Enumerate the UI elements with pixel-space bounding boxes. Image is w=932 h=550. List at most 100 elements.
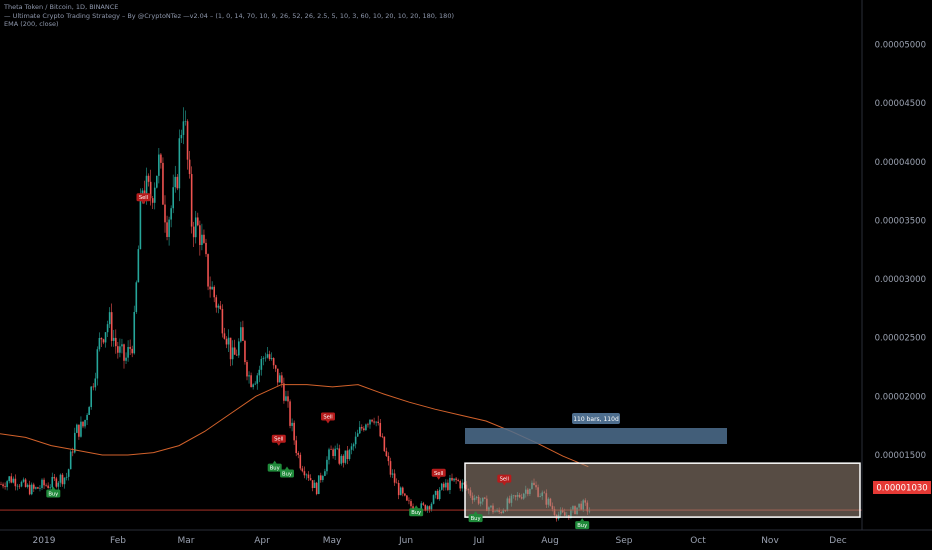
signal-label: Sell bbox=[434, 471, 443, 477]
candle-body bbox=[244, 340, 246, 363]
candle-body bbox=[233, 347, 236, 355]
candle-body bbox=[156, 175, 158, 188]
candle-body bbox=[49, 487, 51, 489]
candle-body bbox=[96, 349, 99, 379]
candle-body bbox=[358, 427, 361, 434]
candle-body bbox=[129, 346, 131, 349]
signal-badge bbox=[46, 489, 61, 498]
candle-body bbox=[422, 503, 425, 505]
candle-body bbox=[293, 422, 295, 441]
candle-body bbox=[297, 453, 300, 455]
price-axis-bg bbox=[862, 0, 932, 550]
x-tick-label: Sep bbox=[616, 536, 633, 546]
candle-body bbox=[420, 503, 423, 512]
x-tick-label: Aug bbox=[541, 536, 559, 546]
buy-signal: Buy bbox=[468, 511, 483, 523]
y-tick-label: 0.00004000 bbox=[875, 158, 926, 168]
candle-body bbox=[203, 234, 205, 243]
candle-body bbox=[35, 487, 37, 489]
candle-body bbox=[352, 444, 355, 447]
candle-body bbox=[80, 421, 82, 437]
buy-signal: Buy bbox=[267, 460, 282, 472]
candle-body bbox=[235, 354, 238, 356]
date-range-box[interactable] bbox=[464, 462, 861, 518]
candle-body bbox=[379, 422, 382, 437]
candle-body bbox=[281, 375, 283, 384]
candle-body bbox=[268, 354, 271, 360]
candle-body bbox=[248, 375, 250, 377]
signal-badge bbox=[271, 434, 286, 443]
candle-body bbox=[112, 337, 115, 341]
x-tick-label: May bbox=[323, 536, 342, 546]
candle-body bbox=[26, 484, 29, 487]
candle-body bbox=[108, 312, 111, 325]
candle-body bbox=[43, 479, 45, 486]
y-tick-label: 0.00002000 bbox=[875, 392, 926, 402]
signal-label: Sell bbox=[139, 195, 148, 201]
candle-body bbox=[61, 474, 64, 485]
candle-body bbox=[194, 217, 197, 238]
candle-body bbox=[84, 420, 86, 427]
candle-body bbox=[279, 375, 281, 383]
candle-body bbox=[184, 121, 187, 122]
candle-body bbox=[131, 348, 133, 354]
candle-body bbox=[39, 487, 41, 489]
ema-200-line bbox=[0, 384, 589, 468]
candle-body bbox=[440, 483, 443, 490]
ema-title: EMA (200, close) bbox=[4, 20, 59, 28]
candle-body bbox=[2, 484, 4, 487]
candle-body bbox=[354, 436, 357, 445]
candle-body bbox=[55, 478, 58, 487]
signal-pointer bbox=[436, 476, 441, 480]
candle-body bbox=[20, 481, 23, 487]
candle-body bbox=[92, 386, 95, 388]
candle-body bbox=[424, 504, 427, 511]
candle-body bbox=[100, 337, 103, 340]
candle-body bbox=[82, 421, 84, 427]
candle-body bbox=[320, 475, 322, 481]
candle-body bbox=[121, 344, 123, 347]
candle-body bbox=[74, 432, 76, 453]
y-tick-label: 0.00003000 bbox=[875, 275, 926, 285]
candle-body bbox=[457, 479, 459, 481]
sell-signal: Sell bbox=[136, 193, 151, 205]
candle-body bbox=[342, 455, 345, 463]
candle-body bbox=[399, 487, 402, 496]
candle-body bbox=[436, 490, 439, 500]
signal-pointer bbox=[276, 442, 281, 446]
candle-body bbox=[330, 449, 332, 450]
candle-body bbox=[361, 427, 363, 429]
candle-body bbox=[393, 473, 396, 483]
candle-body bbox=[225, 338, 228, 345]
candle-body bbox=[451, 477, 453, 481]
candle-body bbox=[51, 476, 54, 488]
time-axis[interactable]: 2019 Feb Mar Apr May Jun Jul Aug Sep Oct Nov Dec bbox=[33, 536, 847, 546]
signal-pointer bbox=[51, 486, 56, 490]
candle-body bbox=[182, 121, 185, 135]
candle-body bbox=[106, 324, 109, 333]
candle-body bbox=[445, 482, 447, 488]
candle-body bbox=[37, 487, 39, 489]
candle-body bbox=[192, 226, 195, 238]
symbol-title: Theta Token / Bitcoin, 1D, BINANCE bbox=[4, 3, 119, 11]
candle-body bbox=[147, 175, 150, 182]
candle-body bbox=[151, 198, 154, 203]
candle-body bbox=[117, 346, 119, 353]
candle-body bbox=[408, 500, 410, 502]
candle-body bbox=[387, 456, 390, 462]
signal-pointer bbox=[272, 460, 277, 464]
range-label-bg bbox=[572, 413, 620, 424]
candle-body bbox=[395, 482, 398, 484]
y-tick-label: 0.00004500 bbox=[875, 99, 926, 109]
candle-body bbox=[449, 477, 451, 490]
candle-body bbox=[110, 312, 113, 341]
signal-pointer bbox=[473, 511, 478, 515]
candle-body bbox=[459, 480, 461, 489]
price-axis[interactable]: 0.00001500 0.00002000 0.00002500 0.00003000… bbox=[875, 41, 926, 461]
y-tick-label: 0.00001500 bbox=[875, 451, 926, 461]
candle-body bbox=[266, 354, 269, 358]
candle-body bbox=[160, 154, 162, 163]
x-tick-label: Nov bbox=[761, 536, 779, 546]
x-tick-label: Jul bbox=[473, 536, 485, 546]
